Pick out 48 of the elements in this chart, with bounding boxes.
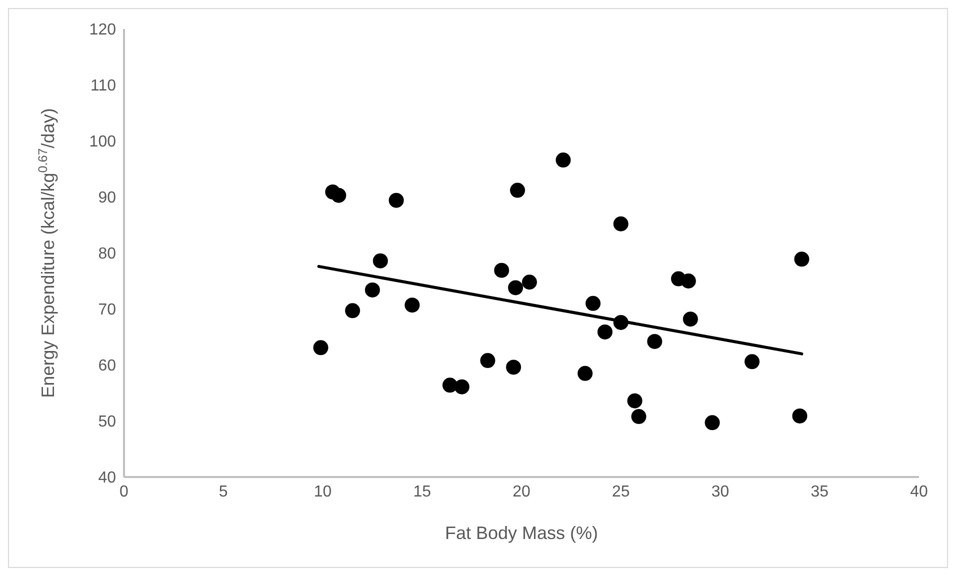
- point: [682, 312, 698, 327]
- point: [388, 192, 404, 208]
- point: [454, 379, 470, 394]
- point: [372, 253, 388, 268]
- point: [631, 409, 646, 424]
- point: [792, 408, 808, 424]
- y-tick-label: 90: [98, 190, 116, 207]
- x-axis-title: Fat Body Mass (%): [444, 523, 598, 543]
- point: [680, 274, 696, 288]
- point: [364, 282, 380, 298]
- y-tick-label: 50: [98, 414, 116, 431]
- x-tick-label: 30: [711, 483, 730, 500]
- y-tick-label: 80: [98, 246, 116, 263]
- x-tick-label: 15: [413, 483, 432, 500]
- point: [404, 298, 420, 313]
- point: [613, 314, 628, 330]
- point: [480, 353, 496, 368]
- x-tick-label: 10: [314, 483, 332, 500]
- point: [744, 354, 760, 370]
- point: [794, 252, 810, 267]
- x-tick-label: 25: [612, 483, 630, 500]
- point: [627, 393, 642, 408]
- point: [345, 303, 360, 318]
- x-tick-label: 0: [120, 483, 129, 500]
- point: [556, 152, 571, 168]
- point: [586, 296, 601, 311]
- y-tick-label: 120: [89, 22, 116, 39]
- point: [494, 262, 510, 278]
- point: [508, 280, 524, 296]
- point: [331, 188, 346, 203]
- point: [597, 324, 612, 340]
- point: [506, 360, 522, 375]
- y-tick-label: 40: [98, 470, 116, 487]
- point: [313, 340, 328, 356]
- x-tick-label: 35: [810, 483, 829, 500]
- point: [522, 274, 537, 290]
- x-tick-label: 5: [218, 483, 228, 500]
- y-tick-label: 110: [90, 78, 116, 95]
- point: [578, 366, 593, 381]
- x-tick-label: 20: [512, 483, 530, 500]
- point: [704, 415, 720, 430]
- y-tick-label: 60: [98, 358, 116, 375]
- y-tick-label: 70: [98, 302, 116, 319]
- y-tick-label: 100: [89, 134, 116, 151]
- point: [647, 334, 662, 349]
- point: [613, 216, 628, 232]
- point: [510, 182, 526, 198]
- x-tick-label: 40: [910, 483, 928, 500]
